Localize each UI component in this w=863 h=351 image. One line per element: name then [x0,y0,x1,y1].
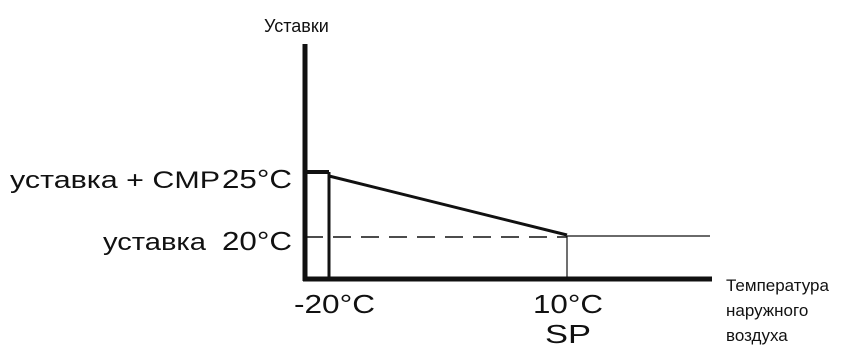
upper-level-value: 25°C [222,164,292,194]
tick-label-10: 10°C [533,289,603,319]
x-axis-label-line-2: наружного [726,301,808,320]
x-axis-label-line-3: воздуха [726,326,788,345]
tick-label-minus20: -20°C [294,289,375,319]
x-axis-label-line-1: Температура [726,276,830,295]
upper-level-name: уставка + CMP [10,167,220,194]
lower-level-name: уставка [103,229,207,256]
y-axis-label: Уставки [264,16,329,36]
tick-label-sp: SP [545,319,591,349]
lower-level-value: 20°C [222,226,292,256]
compensation-slope-line [328,174,568,237]
